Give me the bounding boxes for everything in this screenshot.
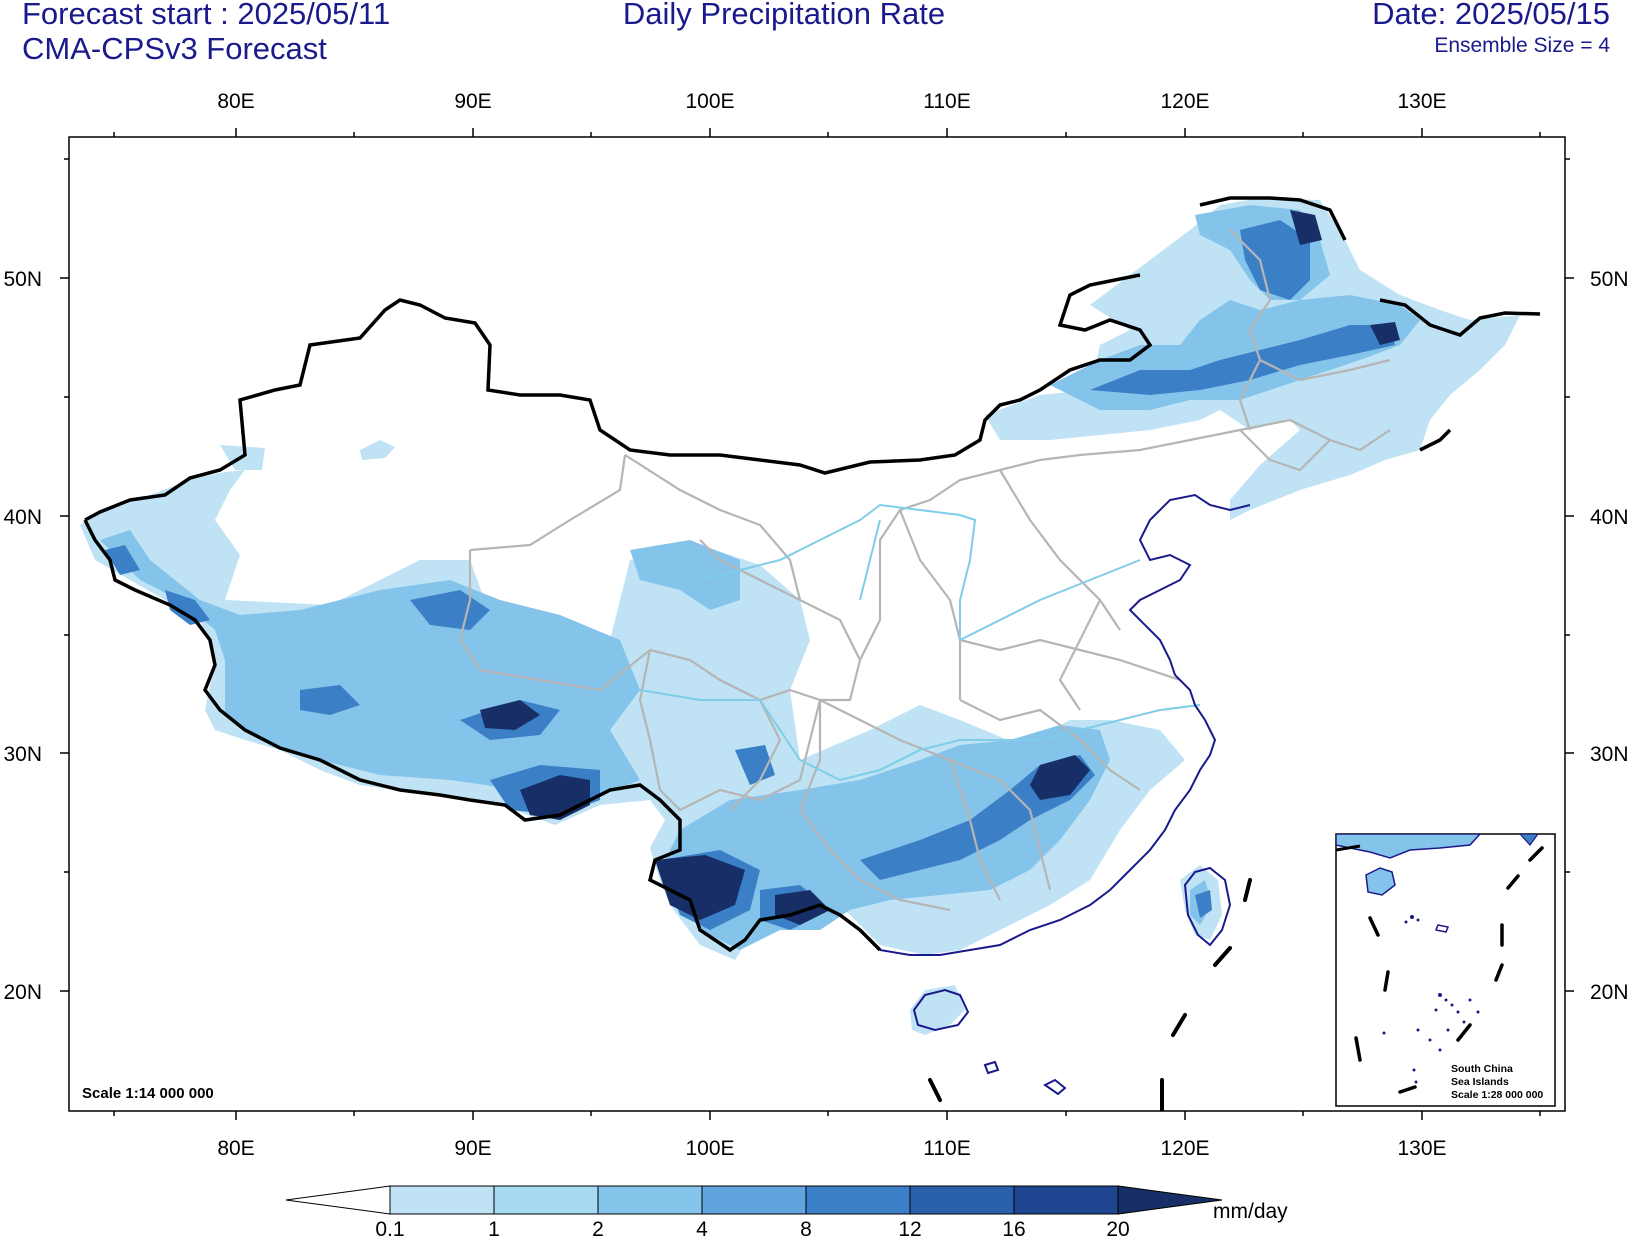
colorbar-over-triangle <box>1117 1185 1223 1215</box>
colorbar-label: 0.1 <box>375 1218 404 1236</box>
lat-label: 20N <box>3 981 42 1004</box>
map-content: Scale 1:14 000 000 <box>80 196 1541 1111</box>
lat-labels-left: 50N 40N 30N 20N <box>3 268 42 1004</box>
lon-label: 100E <box>685 1137 734 1160</box>
lon-label: 80E <box>217 1137 254 1160</box>
inset-title-line1: South China <box>1451 1063 1513 1075</box>
inset-title-line2: Sea Islands <box>1451 1076 1509 1088</box>
inset-islands <box>1382 915 1480 1084</box>
colorbar-unit: mm/day <box>1213 1200 1288 1223</box>
south-china-sea-inset: South China Sea Islands Scale 1:28 000 0… <box>1335 833 1556 1107</box>
colorbar-label: 1 <box>488 1218 500 1236</box>
lat-label: 40N <box>1590 506 1629 529</box>
inset-hainan <box>1365 867 1396 896</box>
lat-label: 20N <box>1590 981 1629 1004</box>
lon-label: 90E <box>454 90 491 113</box>
colorbar-labels: 0.1 1 2 4 8 12 16 20 mm/day <box>375 1200 1288 1236</box>
colorbar-swatch <box>701 1185 807 1215</box>
colorbar-label: 20 <box>1106 1218 1129 1236</box>
map-scale-label: Scale 1:14 000 000 <box>82 1085 214 1102</box>
colorbar-label: 16 <box>1002 1218 1025 1236</box>
valid-date-label: Date: 2025/05/15 <box>1372 0 1610 31</box>
lon-label: 80E <box>217 90 254 113</box>
lon-labels-bottom: 80E 90E 100E 110E 120E 130E <box>217 1137 1446 1160</box>
national-border <box>83 196 1541 953</box>
lat-label: 30N <box>1590 743 1629 766</box>
lon-label: 100E <box>685 90 734 113</box>
colorbar-label: 2 <box>592 1218 604 1236</box>
lon-label: 120E <box>1160 1137 1209 1160</box>
colorbar-label: 8 <box>800 1218 812 1236</box>
precip-extreme-field <box>480 210 1400 925</box>
lat-labels-right: 50N 40N 30N 20N <box>1590 268 1629 1004</box>
inset-mainland <box>1336 834 1482 859</box>
lat-label: 50N <box>1590 268 1629 291</box>
axis-ticks <box>60 128 1574 1120</box>
lat-label: 30N <box>3 743 42 766</box>
colorbar-swatch <box>805 1185 911 1215</box>
colorbar-swatch <box>909 1185 1015 1215</box>
model-name-label: CMA-CPSv3 Forecast <box>22 31 327 66</box>
colorbar-swatch <box>389 1185 495 1215</box>
major-rivers <box>639 503 1201 782</box>
chart-title-text: Daily Precipitation Rate <box>622 0 946 31</box>
inset-nine-dash-line <box>1354 846 1544 1094</box>
lon-label: 130E <box>1397 1137 1446 1160</box>
nine-dash-line <box>928 878 1252 1111</box>
lat-label: 50N <box>3 268 42 291</box>
lon-labels-top: 80E 90E 100E 110E 120E 130E <box>217 90 1446 113</box>
inset-scale-label: Scale 1:28 000 000 <box>1451 1089 1543 1101</box>
lon-label: 130E <box>1397 90 1446 113</box>
lat-label: 40N <box>3 506 42 529</box>
colorbar-under-triangle <box>285 1185 391 1215</box>
province-borders <box>458 229 1391 912</box>
lon-label: 120E <box>1160 90 1209 113</box>
colorbar-label: 12 <box>898 1218 921 1236</box>
lon-label: 110E <box>923 90 971 113</box>
colorbar-swatch <box>1013 1185 1119 1215</box>
ensemble-size-label: Ensemble Size = 4 <box>1434 34 1610 57</box>
colorbar-swatch <box>597 1185 703 1215</box>
coastline <box>879 493 1251 1096</box>
chart-title: Daily Precipitation Rate <box>0 0 1632 32</box>
lon-label: 90E <box>454 1137 491 1160</box>
colorbar-label: 4 <box>696 1218 708 1236</box>
colorbar-swatch <box>493 1185 599 1215</box>
forecast-start-label: Forecast start : 2025/05/11 <box>22 0 391 31</box>
lon-label: 110E <box>923 1137 971 1160</box>
colorbar <box>285 1185 1223 1215</box>
